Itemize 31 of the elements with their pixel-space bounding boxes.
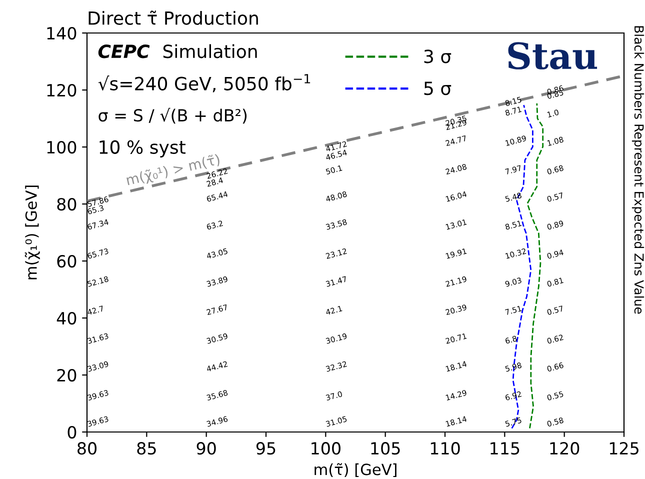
annotation: Simulation (163, 44, 257, 58)
annotation: CEPC (98, 44, 150, 58)
x-tick-label: 105 (371, 442, 400, 455)
y-tick-label: 120 (47, 84, 76, 97)
x-tick-label: 125 (610, 442, 638, 455)
x-tick-label: 90 (196, 442, 216, 455)
y-tick-label: 60 (57, 254, 76, 268)
x-tick-label: 95 (256, 442, 276, 455)
line-series (526, 102, 544, 429)
x-tick-label: 80 (78, 442, 96, 455)
y-tick-label: 80 (57, 198, 76, 211)
x-tick-label: 100 (312, 442, 340, 455)
x-axis-title: m(τ̃) [GeV] (314, 463, 396, 478)
x-tick-label: 110 (430, 442, 460, 455)
y-axis-title: m(χ̃₁⁰) [GeV] (24, 186, 40, 280)
x-tick-label: 120 (550, 442, 580, 455)
y-tick-label: 40 (56, 312, 76, 325)
x-tick-label: 85 (137, 442, 156, 455)
y-tick-label: 100 (47, 140, 76, 154)
y-tick-label: 20 (57, 368, 76, 382)
y-tick-label: 0 (68, 426, 76, 439)
x-tick-label: 115 (490, 442, 520, 455)
chart-title: Direct τ̃ Production (88, 10, 258, 25)
annotation: σ = S / √(B + dB²) (98, 108, 247, 124)
legend-label: 3 σ (424, 50, 452, 64)
y2-axis-title: Black Numbers Represent Expected Zns Value (632, 26, 644, 314)
annotation: √s=240 GeV, 5050 fb$^{−1}$ (98, 74, 310, 92)
y-tick-label: 140 (47, 26, 76, 40)
annotation: Stau (508, 42, 598, 70)
annotation: 10 % syst (100, 140, 186, 158)
legend-label: 5 σ (424, 82, 452, 96)
